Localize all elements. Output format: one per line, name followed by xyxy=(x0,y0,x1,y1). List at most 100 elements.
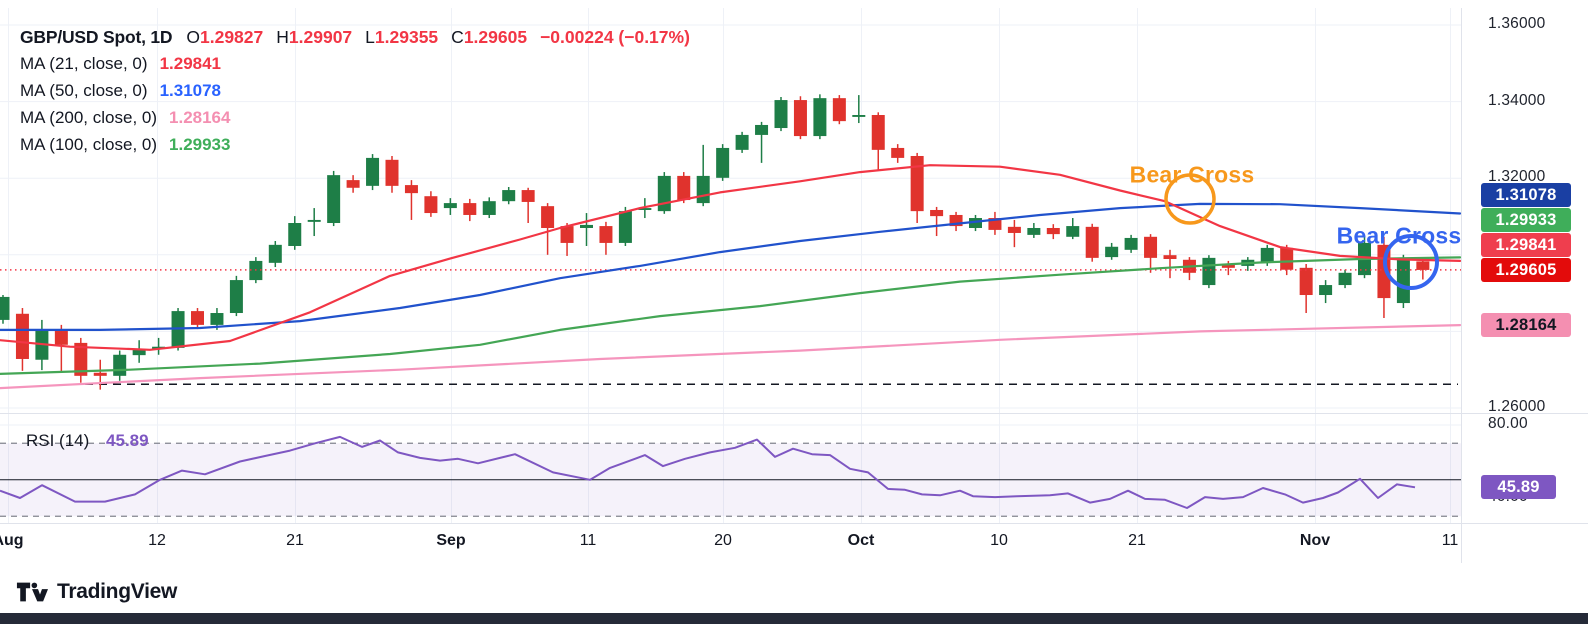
candle-body xyxy=(735,134,749,150)
candle xyxy=(1338,269,1352,289)
candle xyxy=(813,94,827,140)
time-tick-10[interactable]: 10 xyxy=(990,532,1008,549)
candle xyxy=(1085,223,1099,262)
ma-21-row[interactable]: MA (21, close, 0) 1.29841 xyxy=(20,54,222,74)
candle-body xyxy=(210,313,224,325)
candle xyxy=(191,308,204,330)
symbol-row: GBP/USD Spot, 1D O1.29827 H1.29907 L1.29… xyxy=(20,24,690,51)
candle-body xyxy=(949,214,963,227)
tradingview-logo-text: TradingView xyxy=(57,580,178,603)
candle-body xyxy=(1202,257,1216,286)
footer: TradingView xyxy=(0,563,1588,613)
candle-body xyxy=(1066,226,1080,237)
candle xyxy=(910,152,924,224)
candle xyxy=(1124,234,1138,253)
rsi-label: RSI (14) xyxy=(26,431,90,450)
candle xyxy=(657,172,671,214)
candle-body xyxy=(502,190,516,202)
candle xyxy=(424,191,438,217)
time-axis-top-border xyxy=(0,523,1588,524)
candle xyxy=(677,172,691,204)
candle-body xyxy=(541,206,555,228)
candle-body xyxy=(1105,246,1119,258)
time-tick-oct[interactable]: Oct xyxy=(847,532,875,549)
candle-body xyxy=(113,354,127,376)
candle-body xyxy=(482,201,496,215)
candle xyxy=(521,187,535,224)
candle-body xyxy=(988,218,1002,230)
candle-body xyxy=(443,203,457,209)
price-axis[interactable]: 1.360001.340001.320001.2600080.0040.001.… xyxy=(1462,0,1588,563)
candle-body xyxy=(696,175,710,204)
candle xyxy=(930,206,944,237)
candle-body xyxy=(229,280,243,314)
rsi-legend[interactable]: RSI (14) 45.89 xyxy=(26,431,149,451)
change-value: −0.00224 (−0.17%) xyxy=(540,26,690,47)
candle-body xyxy=(1319,285,1333,296)
candle-body xyxy=(307,219,321,222)
candle xyxy=(327,170,341,227)
time-tick-11[interactable]: 11 xyxy=(579,532,597,549)
candle-body xyxy=(657,175,671,212)
high-label: H xyxy=(276,26,289,47)
candle xyxy=(735,131,749,153)
tradingview-logo[interactable]: TradingView xyxy=(16,580,177,604)
candle xyxy=(1046,224,1060,240)
candle-body xyxy=(599,226,613,243)
candle-body xyxy=(268,244,282,263)
bear-cross-circle-0[interactable] xyxy=(1164,173,1216,225)
candle-body xyxy=(930,209,944,217)
candle xyxy=(1027,223,1041,238)
candle-body xyxy=(1007,226,1021,233)
candle-body xyxy=(871,115,885,150)
candle xyxy=(541,203,555,255)
candle xyxy=(54,324,68,373)
time-tick-21[interactable]: 21 xyxy=(286,532,304,549)
candle xyxy=(1280,244,1294,276)
candle xyxy=(132,340,146,363)
time-tick-20[interactable]: 20 xyxy=(714,532,732,549)
candle-body xyxy=(404,185,418,194)
time-tick-21[interactable]: 21 xyxy=(1128,532,1146,549)
candle xyxy=(832,95,846,125)
pane-separator[interactable] xyxy=(0,413,1588,414)
price-badge: 1.29933 xyxy=(1481,207,1571,232)
time-tick-nov[interactable]: Nov xyxy=(1299,532,1331,549)
rsi-line xyxy=(0,435,1416,509)
bear-cross-circle-1[interactable] xyxy=(1383,234,1439,290)
candle xyxy=(891,144,905,163)
ma-50-line xyxy=(0,202,1461,331)
candle xyxy=(404,180,418,220)
chart-canvas[interactable] xyxy=(0,0,1461,523)
candle xyxy=(346,175,360,193)
price-axis-label: 1.34000 xyxy=(1488,91,1546,109)
candle-body xyxy=(1260,247,1274,263)
candle xyxy=(268,241,282,268)
time-tick-12[interactable]: 12 xyxy=(148,532,166,549)
ma-50-row[interactable]: MA (50, close, 0) 1.31078 xyxy=(20,80,222,100)
axis-separator xyxy=(1461,8,1462,563)
time-tick-11[interactable]: 11 xyxy=(1441,532,1459,549)
ma-200-row[interactable]: MA (200, close, 0) 1.28164 xyxy=(20,107,231,127)
candle-body xyxy=(813,98,827,137)
candle-body xyxy=(716,147,730,178)
bear-cross-annotation-blue[interactable]: Bear Cross xyxy=(1336,222,1462,249)
candle-body xyxy=(15,313,29,359)
candle-body xyxy=(1027,227,1041,235)
candle-body xyxy=(327,175,341,224)
time-tick-sep[interactable]: Sep xyxy=(436,532,466,549)
symbol-title[interactable]: GBP/USD Spot, 1D xyxy=(20,26,173,47)
ma-100-row[interactable]: MA (100, close, 0) 1.29933 xyxy=(20,134,231,154)
open-label: O xyxy=(186,26,200,47)
candle xyxy=(74,337,88,383)
candle xyxy=(774,97,788,132)
candle-body xyxy=(638,208,652,210)
candle-body xyxy=(774,100,788,129)
time-axis[interactable]: Aug 12 21 Sep 11 20 Oct 10 21 Nov 11 xyxy=(0,523,1461,563)
bear-cross-annotation-orange[interactable]: Bear Cross xyxy=(1129,161,1255,188)
low-label: L xyxy=(365,26,375,47)
time-tick-aug[interactable]: Aug xyxy=(0,532,24,549)
candle-body xyxy=(1338,272,1352,286)
candle xyxy=(716,144,730,181)
